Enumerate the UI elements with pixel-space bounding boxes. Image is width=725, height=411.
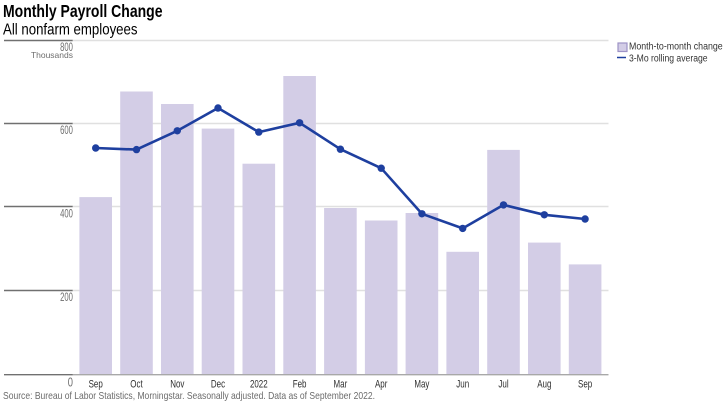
svg-text:Feb: Feb	[293, 379, 307, 391]
svg-text:Source: Bureau of Labor Statis: Source: Bureau of Labor Statistics, Morn…	[3, 391, 375, 402]
svg-text:Aug: Aug	[537, 379, 551, 391]
svg-text:Apr: Apr	[375, 379, 388, 391]
svg-text:Monthly Payroll Change: Monthly Payroll Change	[3, 1, 163, 21]
svg-text:2022: 2022	[250, 379, 268, 391]
svg-text:800: 800	[60, 40, 73, 54]
svg-text:400: 400	[60, 207, 73, 221]
svg-text:3-Mo rolling average: 3-Mo rolling average	[629, 53, 708, 64]
svg-text:0: 0	[68, 375, 73, 389]
svg-text:600: 600	[60, 123, 73, 137]
svg-text:200: 200	[60, 290, 73, 304]
svg-text:Jul: Jul	[498, 379, 508, 391]
svg-text:Nov: Nov	[170, 379, 184, 391]
svg-text:Thousands: Thousands	[31, 50, 73, 60]
svg-text:Oct: Oct	[130, 379, 143, 391]
svg-text:Sep: Sep	[89, 379, 103, 391]
svg-text:Sep: Sep	[578, 379, 592, 391]
svg-text:Dec: Dec	[211, 379, 225, 391]
svg-text:Mar: Mar	[334, 379, 348, 391]
svg-text:May: May	[414, 379, 429, 391]
svg-text:All nonfarm employees: All nonfarm employees	[3, 22, 138, 39]
svg-text:Jun: Jun	[456, 379, 469, 391]
svg-text:Month-to-month change: Month-to-month change	[629, 41, 723, 52]
